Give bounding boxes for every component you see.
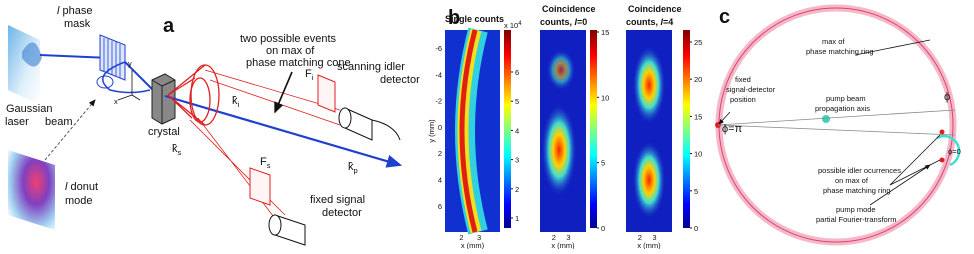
label: ϕ [944,91,950,103]
label: l phase [57,5,92,17]
colorbar-tick-label: 15 [694,112,702,121]
y-tick-label: 4 [438,176,442,185]
label: on max of [835,176,869,185]
colorbar-tick-label: 10 [601,93,609,102]
x-tick-label: 2 [552,233,556,242]
x-tick-label: 2 [638,233,642,242]
label: position [730,95,756,104]
colorbar-tick-label: 0 [601,224,605,233]
x-tick-label: 2 [459,233,463,242]
y-tick-label: 0 [438,123,442,132]
label: signal-detector [726,85,776,94]
label: l donut [65,181,98,193]
colorbar-tick-label: 4 [515,126,519,135]
label: propagation axis [815,104,870,113]
map-title: Single counts [445,14,504,24]
colorbar-tick-label: 15 [601,28,609,37]
label: fixed signal [310,194,365,206]
colorbar-tick-label: 5 [515,97,519,106]
label: phase matching cone [246,57,351,69]
label: pump mode [836,205,876,214]
colorbar-tick-label: 20 [694,75,702,84]
panel-label: c [719,6,730,28]
colorbar-tick-label: 10 [694,150,702,159]
label: phase matching ring [823,186,891,195]
colorbar-tick-label: 5 [694,187,698,196]
label: possible idler ocurrences [818,166,901,175]
colorbar-tick-label: 0 [694,224,698,233]
exp-base: x 10 [504,21,518,30]
label: mask [64,18,91,30]
colorbar-tick-label: 3 [515,156,519,165]
panel-label: b [448,7,460,29]
panel-a: a l phase mask Gaussian laser beam l don… [5,5,420,246]
panel-c: c max of phase matching ring fixed signa… [715,4,961,246]
label: mode [65,195,93,207]
axis-label: x (mm) [461,241,485,249]
map-title-part: =4 [663,17,673,27]
map-title-part: =0 [577,17,587,27]
colorbar-tick-label: 6 [515,68,519,77]
label: laser [5,116,29,128]
y-tick-label: 2 [438,149,442,158]
colorbar-tick-label: 2 [515,185,519,194]
colorbar-tick-label: 25 [694,38,702,47]
y-tick-label: -4 [435,70,442,79]
label: k̂s [172,143,182,157]
x-tick-label: 3 [477,233,481,242]
label: k̂p [348,161,358,175]
label: detector [380,74,420,86]
map-title-part: counts, [626,17,661,27]
label: phase matching ring [806,47,874,56]
axis-label: x (mm) [637,241,661,249]
axis-label: y (mm) [427,119,436,143]
map-title: Coincidence [628,4,682,14]
label: on max of [266,45,315,57]
label: ϕ=0 [948,147,961,156]
axis-label: x (mm) [551,241,575,249]
colorbar-exponent: x 104 [504,21,522,30]
label: y [128,59,132,68]
map-title: Coincidence [542,4,596,14]
label: beam [45,116,73,128]
label: Fi [305,68,314,82]
label: partial Fourier-transform [816,215,896,224]
label: x [114,97,118,106]
label: detector [322,207,362,219]
label: fixed [735,75,751,84]
label: crystal [148,126,180,138]
exp-power: 4 [518,21,522,27]
map-title-part: counts, [540,17,575,27]
map-title-part: l [661,17,664,27]
map-title: counts, l=4 [626,17,673,27]
map-title: counts, l=0 [540,17,587,27]
label: scanning idler [337,61,405,73]
label: ϕ=π [722,123,743,135]
donut-mode-image [8,150,55,230]
x-tick-label: 3 [566,233,570,242]
y-tick-label: -2 [435,97,442,106]
y-tick-label: 6 [438,202,442,211]
label: Fs [260,156,271,170]
label: Gaussian [6,103,52,115]
label: two possible events [240,33,336,45]
colorbar-tick-label: 5 [601,159,605,168]
colorbar-tick-label: 1 [515,214,519,223]
x-tick-label: 3 [652,233,656,242]
panel-label: a [163,15,175,37]
map-title-part: l [575,17,578,27]
y-tick-label: -6 [435,44,442,53]
label: k̂i [232,95,240,109]
label: pump beam [826,94,866,103]
label: max of [822,37,845,46]
